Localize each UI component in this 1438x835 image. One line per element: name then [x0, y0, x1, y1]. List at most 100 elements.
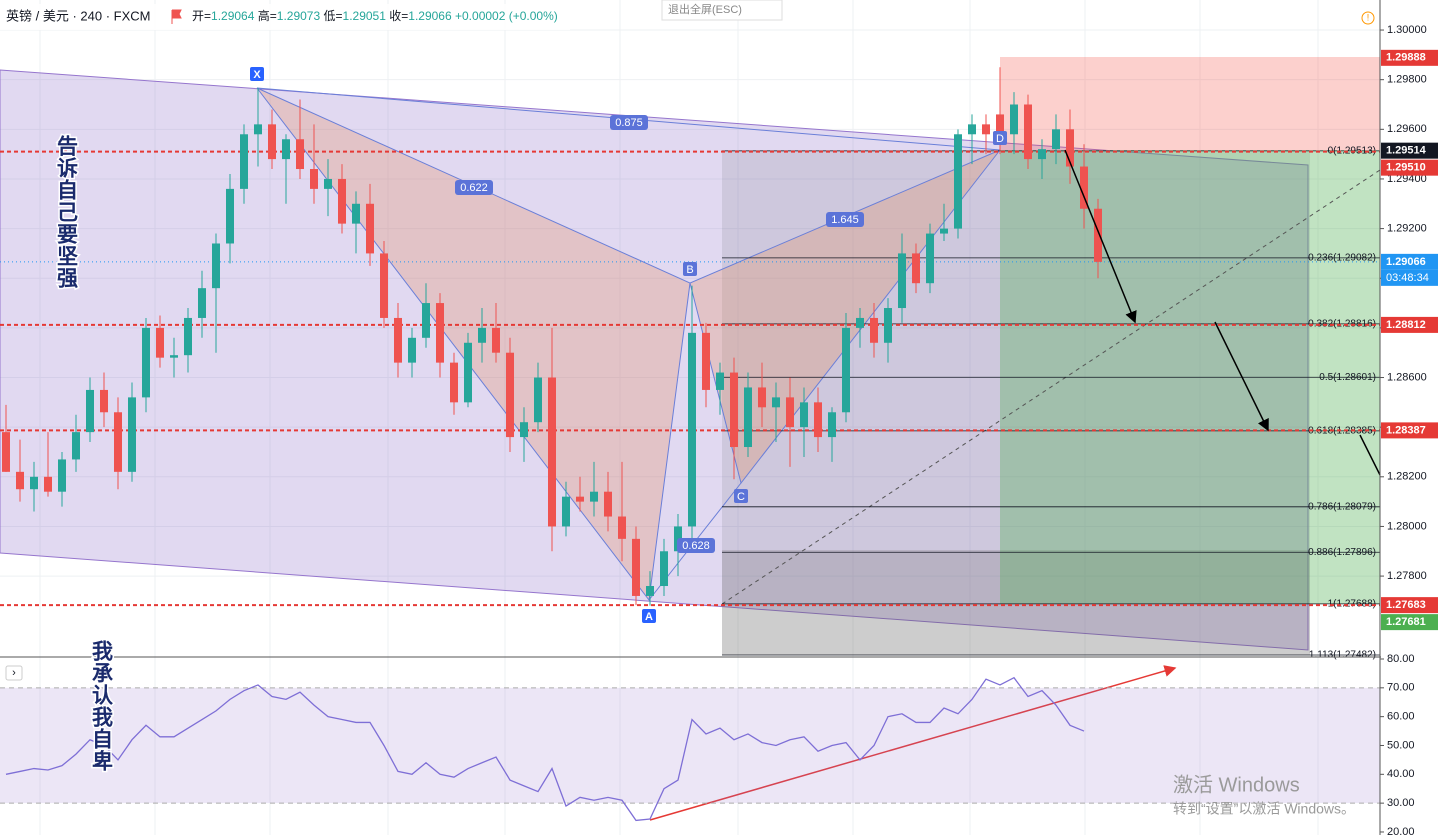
candle-body: [16, 471, 24, 490]
flag-icon: [171, 9, 182, 24]
y-tick-label: 80.00: [1387, 653, 1415, 665]
grid: [0, 0, 1380, 835]
drawings-front: 0.875 0.622 1.645 0.628 X A B C D: [250, 67, 1381, 821]
candle-body: [198, 288, 206, 318]
ohlc-value: 1.29064: [211, 9, 255, 23]
price-badge-label: 1.29510: [1386, 162, 1426, 174]
y-tick-label: 40.00: [1387, 768, 1415, 780]
candle-body: [30, 476, 38, 490]
candle-body: [366, 203, 374, 254]
y-tick-label: 1.28000: [1387, 520, 1427, 532]
y-tick-label: 60.00: [1387, 711, 1415, 723]
candle-body: [632, 538, 640, 596]
candle-body: [702, 332, 710, 390]
price-badge: [1381, 422, 1438, 439]
collapse-button[interactable]: [5, 665, 23, 681]
candle-body: [86, 389, 94, 433]
price-badge-label: 1.27683: [1386, 599, 1426, 611]
y-tick-label: 1.28200: [1387, 471, 1427, 483]
candle-body: [954, 134, 962, 229]
exit-fullscreen-button[interactable]: [661, 0, 783, 21]
fib-zone-dark: [722, 550, 1310, 655]
ratio-label: 0.622: [460, 182, 488, 194]
alert-icon-mark[interactable]: !: [1367, 12, 1370, 22]
candle-body: [576, 496, 584, 502]
candle-body: [282, 139, 290, 160]
candle-body: [212, 243, 220, 289]
y-tick-label: 1.29800: [1387, 74, 1427, 86]
candle-body: [1080, 166, 1088, 209]
candle-body: [58, 459, 66, 492]
y-tick-label: 1.29400: [1387, 173, 1427, 185]
point-label: X: [253, 69, 261, 81]
y-tick-label: 1.29600: [1387, 123, 1427, 135]
collapse-icon[interactable]: ›: [12, 667, 16, 679]
candle-body: [562, 496, 570, 527]
fib-label: 0.786(1.28079): [1308, 501, 1376, 512]
fib-label: 0.236(1.29082): [1308, 253, 1376, 264]
candle-body: [100, 389, 108, 413]
candle-body: [716, 372, 724, 390]
alert-icon[interactable]: [1361, 11, 1375, 25]
ohlc: 开=1.29064 高=1.29073 低=1.29051 收=1.29066 …: [192, 8, 558, 23]
stop-zone: [1000, 57, 1380, 150]
candle-body: [310, 169, 318, 189]
price-badge: [1381, 597, 1438, 614]
price-badge: [1381, 142, 1438, 159]
candle-body: [814, 402, 822, 438]
candle-body: [884, 308, 892, 343]
candle-body: [506, 352, 514, 438]
candle-body: [898, 253, 906, 309]
fib-label: 1.113(1.27482): [1309, 650, 1376, 661]
candle-body: [72, 432, 80, 460]
candle-body: [730, 372, 738, 448]
rsi-arrow: [649, 665, 1177, 821]
fib-zone: [722, 150, 1310, 550]
candle-body: [268, 124, 276, 160]
price-badge: [1381, 159, 1438, 176]
candle-body: [142, 327, 150, 398]
candle-body: [744, 387, 752, 448]
y-tick-label: 50.00: [1387, 739, 1415, 751]
candle-body: [1010, 104, 1018, 135]
annotation-text: 我承认我自卑: [89, 640, 113, 772]
candle-body: [296, 139, 304, 170]
watermark-title: 激活 Windows: [1173, 773, 1300, 796]
fib-label: 0.618(1.28385): [1308, 426, 1376, 437]
rsi-line: [5, 676, 1085, 822]
point-label: C: [737, 491, 745, 503]
candle-body: [786, 397, 794, 428]
arrow: [1214, 321, 1269, 432]
ohlc-key: 收=: [389, 9, 408, 23]
ratio-label: 0.875: [615, 117, 643, 129]
candle-body: [240, 134, 248, 189]
ohlc-key: 开=: [192, 9, 211, 23]
candle-body: [968, 124, 976, 135]
candle-body: [114, 412, 122, 472]
y-tick-label: 1.28600: [1387, 371, 1427, 383]
y-tick-label: 1.27800: [1387, 570, 1427, 582]
candle-body: [870, 317, 878, 343]
candle-body: [688, 332, 696, 527]
exit-fullscreen[interactable]: 退出全屏(ESC): [668, 2, 742, 16]
candle-body: [1052, 129, 1060, 150]
header: 英镑 / 美元 · 240 · FXCM 开=1.29064 高=1.29073…: [0, 4, 570, 30]
ohlc-value: 1.29051: [343, 9, 387, 23]
candle-body: [604, 491, 612, 517]
price-axis-bg: [1381, 0, 1438, 835]
candle-body: [660, 551, 668, 587]
ohlc-value: 1.29073: [277, 9, 321, 23]
fib-label: 1(1.27688): [1328, 599, 1376, 610]
candle-body: [1094, 208, 1102, 262]
price-badge-label: 1.28812: [1386, 319, 1426, 331]
y-tick-label: 30.00: [1387, 797, 1415, 809]
candle-body: [408, 337, 416, 363]
candle-body: [758, 387, 766, 408]
price-badge: [1381, 253, 1438, 270]
rsi-band: [0, 687, 1380, 804]
candle-body: [2, 432, 10, 472]
candle-body: [170, 355, 178, 358]
price-badge-label: 1.28387: [1386, 424, 1426, 436]
candle-body: [548, 377, 556, 527]
